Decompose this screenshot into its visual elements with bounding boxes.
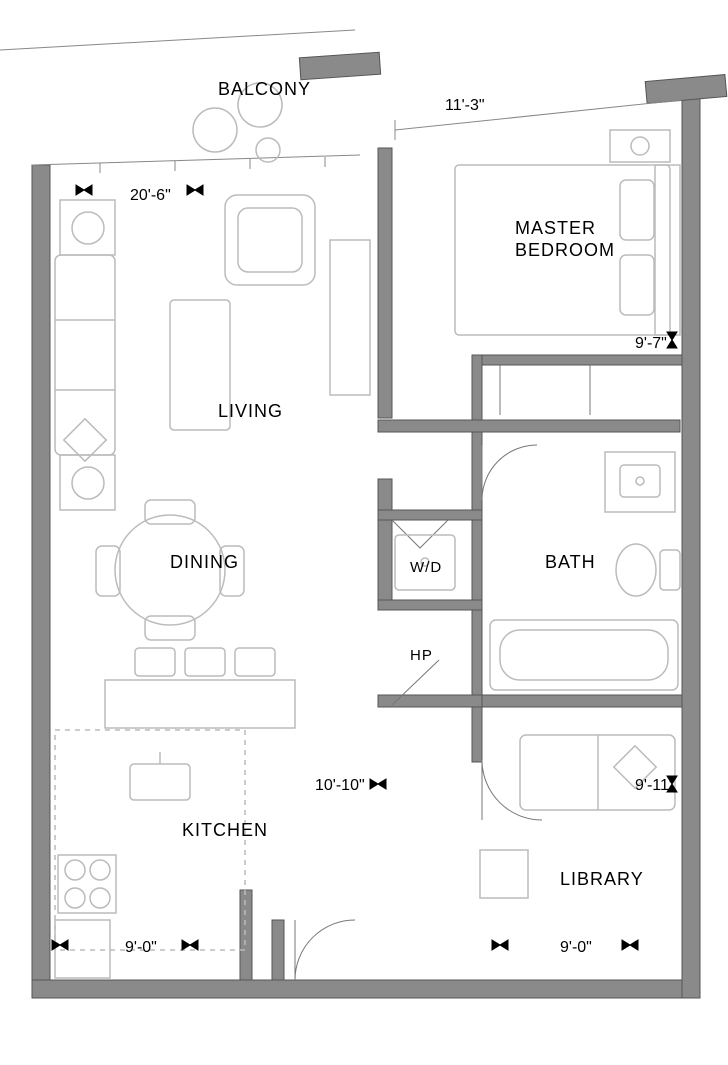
dim-hall: 10'-10" <box>315 777 365 794</box>
label-kitchen: KITCHEN <box>182 820 268 840</box>
label-master-2: BEDROOM <box>515 240 615 260</box>
dim-library-right: 9'-11" <box>635 777 675 794</box>
window-line <box>0 30 682 173</box>
dim-bedroom-right: 9'-7" <box>635 335 667 352</box>
dim-library-bottom: 9'-0" <box>560 939 592 956</box>
label-wd: W/D <box>410 559 442 576</box>
label-living: LIVING <box>218 401 283 421</box>
label-library: LIBRARY <box>560 869 644 889</box>
doors <box>295 365 590 980</box>
label-master-1: MASTER <box>515 218 596 238</box>
room-labels: BALCONY MASTER BEDROOM LIVING DINING BAT… <box>170 79 644 889</box>
dim-bedroom-top: 11'-3" <box>445 97 485 114</box>
label-hp: HP <box>410 647 433 664</box>
interior-walls <box>240 148 682 980</box>
dim-kitchen-bottom: 9'-0" <box>125 939 157 956</box>
label-dining: DINING <box>170 552 239 572</box>
dim-balcony: 20'-6" <box>130 187 171 204</box>
label-bath: BATH <box>545 552 596 572</box>
floorplan-canvas: BALCONY MASTER BEDROOM LIVING DINING BAT… <box>0 0 728 1065</box>
label-balcony: BALCONY <box>218 79 311 99</box>
